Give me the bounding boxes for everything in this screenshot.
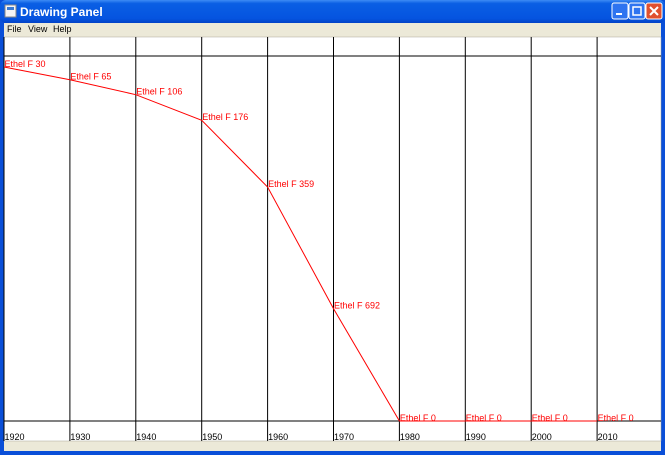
x-tick-label: 1930 — [70, 432, 90, 442]
x-tick-label: 1960 — [268, 432, 288, 442]
window-title: Drawing Panel — [20, 5, 103, 19]
x-tick-label: 1980 — [400, 432, 420, 442]
app-icon — [4, 4, 17, 18]
data-label: Ethel F 65 — [70, 72, 111, 82]
x-tick-label: 1970 — [334, 432, 354, 442]
menu-item[interactable]: Help — [53, 24, 72, 34]
menu-item[interactable]: View — [28, 24, 48, 34]
data-label: Ethel F 0 — [400, 413, 436, 423]
plot: 1920 1930 1940 1950 1960 1970 1980 1990 2000 2010… — [3, 37, 661, 442]
data-label: Ethel F 359 — [268, 179, 314, 189]
data-label: Ethel F 0 — [532, 413, 568, 423]
close-button[interactable] — [645, 2, 663, 20]
drawing-panel — [3, 36, 662, 442]
data-label: Ethel F 106 — [136, 87, 182, 97]
data-label: Ethel F 0 — [466, 413, 502, 423]
maximize-button[interactable] — [628, 2, 646, 20]
x-tick-label: 1990 — [466, 432, 486, 442]
title-bar — [0, 0, 665, 23]
series-line — [3, 66, 598, 422]
x-tick-label: 2000 — [532, 432, 552, 442]
data-label: Ethel F 692 — [334, 301, 380, 311]
menu-bar: File View Help — [7, 24, 72, 34]
app-icon-detail — [7, 7, 14, 10]
x-tick-label: 1920 — [5, 432, 25, 442]
data-label: Ethel F 0 — [598, 413, 634, 423]
menu-item[interactable]: File — [7, 24, 22, 34]
x-tick-label: 1940 — [136, 432, 156, 442]
data-label: Ethel F 30 — [5, 59, 46, 69]
x-tick-label: 2010 — [598, 432, 618, 442]
data-label: Ethel F 176 — [202, 112, 248, 122]
x-tick-label: 1950 — [202, 432, 222, 442]
minimize-button[interactable] — [611, 2, 629, 20]
